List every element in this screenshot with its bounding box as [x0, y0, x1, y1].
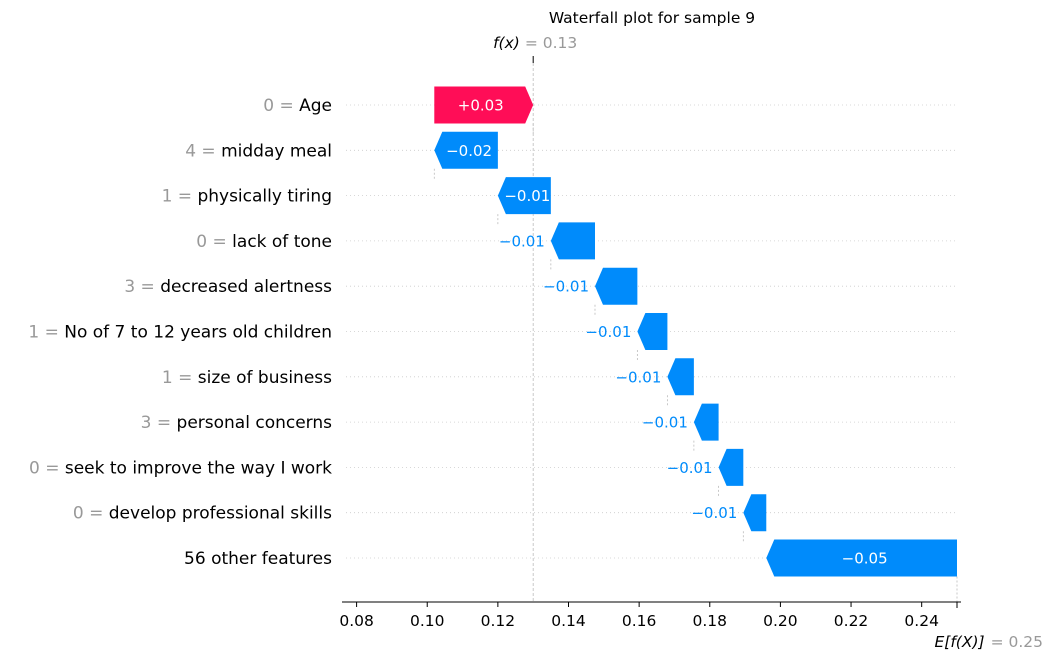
connector-lines [433, 123, 958, 602]
bar-11 [766, 539, 957, 577]
feature-value: 1 = [28, 323, 64, 343]
base-value-annotation: E[f(X)] = 0.25 [935, 602, 1044, 651]
feature-name: personal concerns [177, 413, 333, 433]
bar-value-label: −0.01 [642, 414, 688, 432]
bar-10 [743, 494, 767, 532]
feature-name: physically tiring [197, 187, 332, 207]
feature-value: 3 = [141, 413, 177, 433]
x-axis: 0.08 0.10 0.12 0.14 0.16 0.18 0.20 0.22 0.24 [339, 601, 961, 630]
feature-name: seek to improve the way I work [65, 458, 332, 478]
feature-name: size of business [198, 368, 332, 388]
feature-value: 1 = [162, 368, 198, 388]
bar-7 [667, 358, 694, 396]
feature-name: 56 other features [184, 549, 332, 569]
feature-label: 1 = physically tiring [162, 187, 332, 207]
bar-value-label: −0.01 [585, 323, 631, 341]
bar-value-label: −0.05 [842, 550, 888, 568]
bar-value-label: −0.02 [446, 142, 492, 160]
x-tick-label: 0.08 [339, 612, 374, 630]
feature-value: 0 = [73, 504, 109, 524]
feature-label: 0 = Age [263, 96, 332, 116]
feature-name: lack of tone [232, 232, 332, 252]
feature-value: 0 = [196, 232, 232, 252]
bar-value-label: −0.01 [615, 368, 661, 386]
feature-name: decreased alertness [160, 277, 332, 297]
x-tick-label: 0.16 [622, 612, 657, 630]
feature-label: 0 = lack of tone [196, 232, 332, 252]
fx-annotation: f(x) = 0.13 [493, 34, 577, 602]
feature-label: 4 = midday meal [185, 141, 332, 161]
bar-2 [434, 131, 498, 169]
feature-labels: +0.03 0 = Age −0.02 4 = midday meal −0.01 1 =… [28, 96, 887, 569]
base-label: E[f(X)] = 0.25 [935, 633, 1044, 651]
feature-value: 0 = [263, 96, 299, 116]
bars [434, 86, 957, 577]
bar-6 [637, 313, 668, 350]
base-label-name: E[f(X)] [935, 633, 985, 651]
feature-label: 56 other features [184, 549, 332, 569]
bar-value-label: −0.01 [499, 232, 545, 250]
bar-3 [497, 177, 551, 215]
fx-label: f(x) = 0.13 [493, 34, 577, 52]
x-tick-label: 0.14 [551, 612, 586, 630]
feature-label: 3 = decreased alertness [124, 277, 332, 297]
feature-label: 3 = personal concerns [141, 413, 332, 433]
feature-label: 0 = develop professional skills [73, 504, 332, 524]
chart-title: Waterfall plot for sample 9 [549, 9, 755, 27]
x-tick-label: 0.18 [693, 612, 728, 630]
bar-value-label: −0.01 [691, 504, 737, 522]
bar-9 [718, 448, 744, 486]
bar-value-label: −0.01 [667, 459, 713, 477]
x-tick-label: 0.20 [763, 612, 798, 630]
feature-value: 4 = [185, 141, 221, 161]
bar-value-label: −0.01 [504, 187, 550, 205]
feature-value: 3 = [124, 277, 160, 297]
fx-label-name: f(x) [493, 34, 520, 52]
bar-5 [594, 267, 638, 305]
feature-value: 1 = [162, 187, 198, 207]
feature-name: midday meal [221, 141, 332, 161]
feature-value: 0 = [29, 458, 65, 478]
x-tick-label: 0.24 [904, 612, 939, 630]
feature-name: Age [299, 96, 332, 116]
bar-4 [550, 222, 595, 260]
bar-value-label: −0.01 [543, 278, 589, 296]
x-tick-label: 0.22 [834, 612, 869, 630]
fx-label-value: = 0.13 [525, 34, 577, 52]
feature-label: 0 = seek to improve the way I work [29, 458, 332, 478]
bar-value-label: +0.03 [458, 97, 504, 115]
base-label-value: = 0.25 [991, 633, 1043, 651]
feature-name: No of 7 to 12 years old children [64, 323, 332, 343]
x-tick-label: 0.10 [410, 612, 445, 630]
x-tick-label: 0.12 [481, 612, 516, 630]
feature-label: 1 = No of 7 to 12 years old children [28, 323, 332, 343]
bar-1 [434, 86, 534, 124]
feature-name: develop professional skills [109, 504, 332, 524]
bar-8 [693, 403, 719, 441]
feature-label: 1 = size of business [162, 368, 332, 388]
